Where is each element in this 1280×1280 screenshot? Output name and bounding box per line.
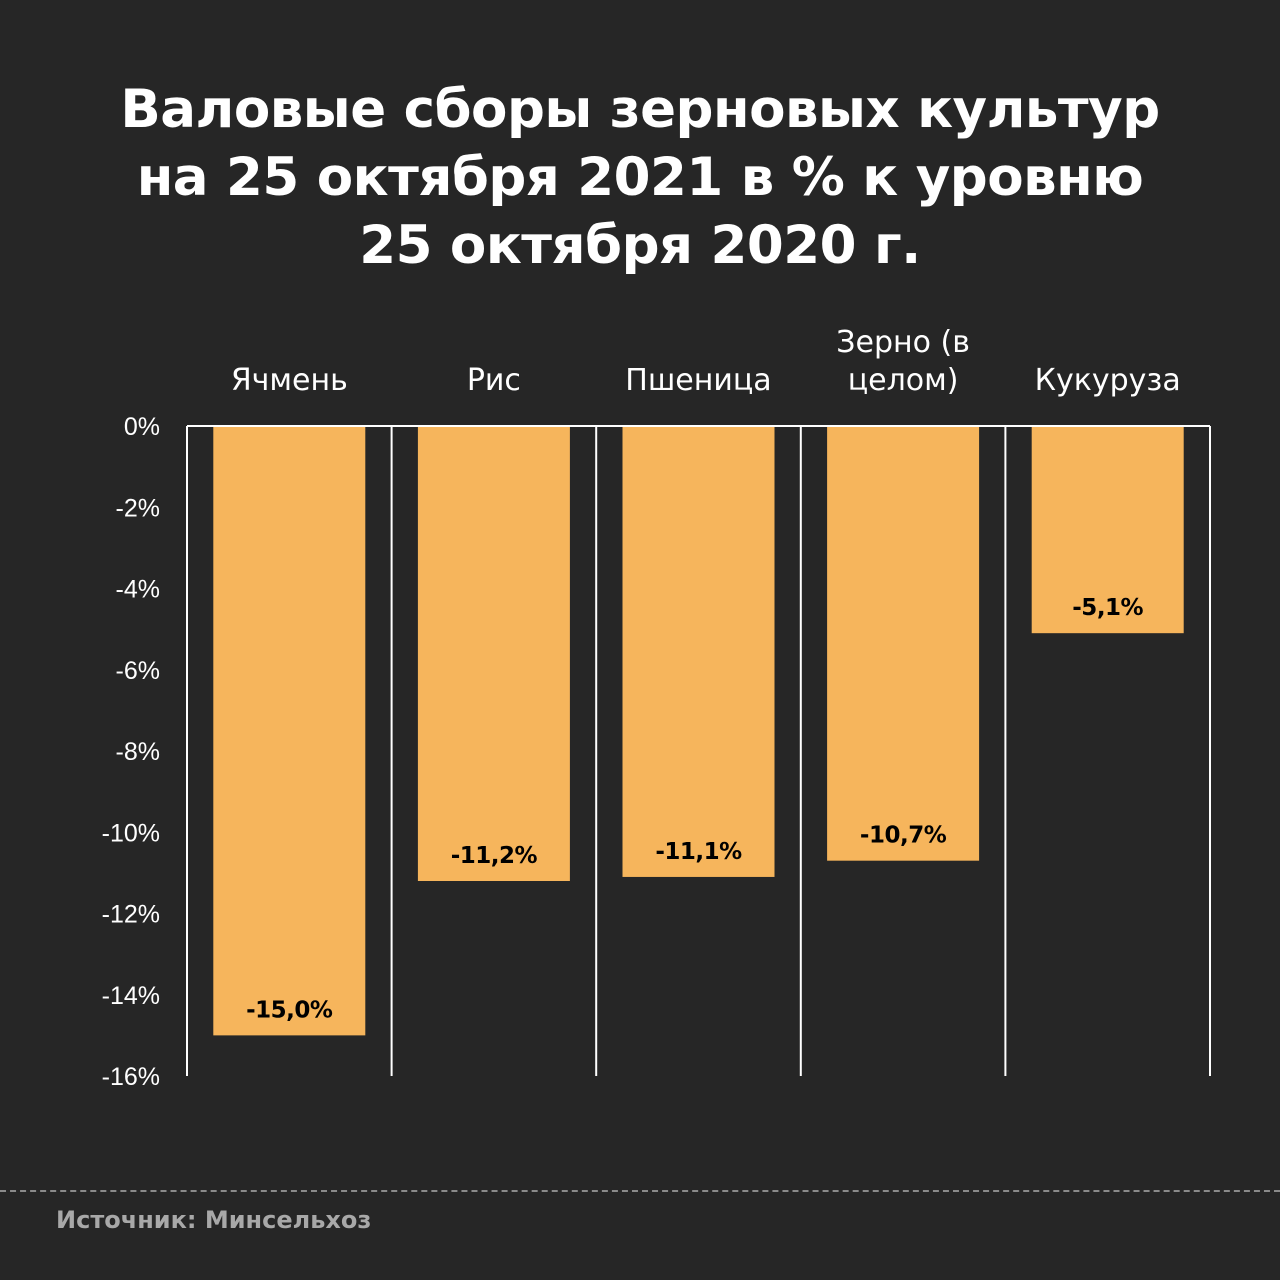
category-label-1: Рис [467,363,521,398]
category-label-3-line-1: целом) [848,363,959,398]
bar-value-label-2: -11,1% [655,839,742,865]
chart-title: Валовые сборы зерновых культур на 25 окт… [0,76,1280,280]
bar-1 [417,426,570,881]
y-tick-label-1: -2% [116,494,160,522]
category-label-4: Кукуруза [1035,363,1181,398]
category-label-0: Ячмень [231,363,348,398]
y-tick-label-0: 0% [124,413,160,441]
footer-divider [0,1190,1280,1192]
bar-value-label-4: -5,1% [1072,595,1143,621]
bar-0 [213,426,366,1036]
y-tick-label-5: -10% [102,819,160,847]
bar-3 [827,426,980,861]
title-line-1: Валовые сборы зерновых культур [120,79,1160,140]
bar-value-label-0: -15,0% [246,997,333,1023]
bar-value-label-1: -11,2% [451,843,538,869]
y-tick-label-8: -16% [102,1063,160,1091]
y-tick-label-7: -14% [102,982,160,1010]
bar-2 [622,426,775,877]
category-label-2: Пшеница [625,363,771,398]
y-tick-label-3: -6% [116,657,160,685]
y-tick-label-6: -12% [102,901,160,929]
bar-4 [1031,426,1184,634]
category-label-3-line-0: Зерно (в [836,325,970,360]
title-line-2: на 25 октября 2021 в % к уровню [136,147,1144,208]
y-tick-label-4: -8% [116,738,160,766]
title-line-3: 25 октября 2020 г. [359,215,921,276]
bar-value-label-3: -10,7% [860,823,947,849]
source-note: Источник: Минсельхоз [56,1206,372,1234]
y-tick-label-2: -4% [116,576,160,604]
